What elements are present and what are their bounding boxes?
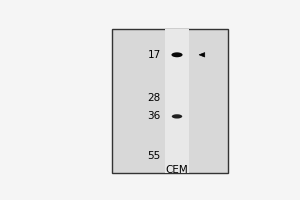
Bar (112, 29, 228, 173)
Ellipse shape (172, 114, 182, 119)
Text: 17: 17 (148, 50, 161, 60)
Polygon shape (199, 53, 205, 57)
Text: CEM: CEM (166, 165, 188, 175)
Text: 28: 28 (148, 93, 161, 103)
Ellipse shape (171, 52, 183, 57)
Text: 36: 36 (148, 111, 161, 121)
Bar (165, 29, 189, 173)
Text: 55: 55 (148, 151, 161, 161)
